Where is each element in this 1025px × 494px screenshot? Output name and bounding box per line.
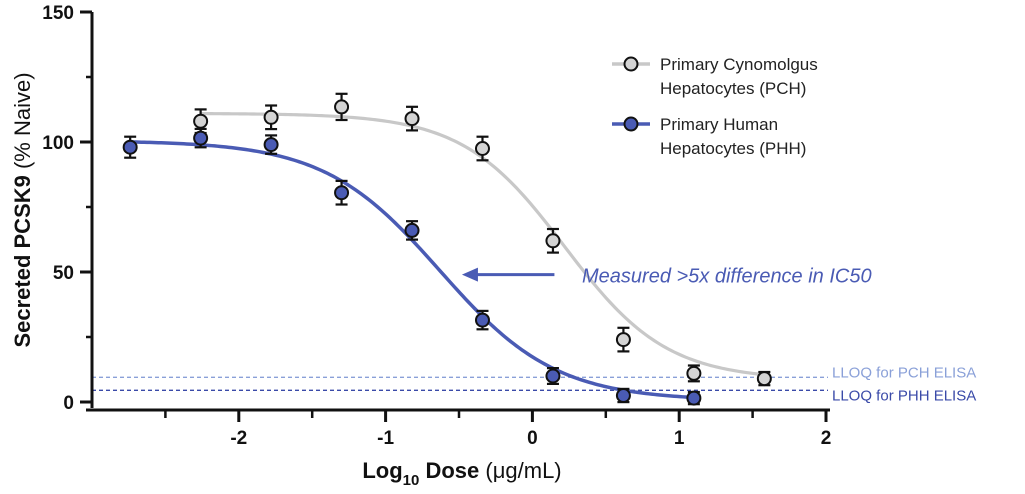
annotation-layer: Measured >5x difference in IC50 (461, 266, 872, 288)
legend-marker-2 (623, 116, 639, 132)
x-axis-label-sub: 10 (403, 472, 420, 489)
marker-s1-5 (474, 141, 490, 156)
legend-label-1-line-2: Hepatocytes (PCH) (660, 79, 806, 98)
x-tick-label-0: -2 (230, 428, 247, 449)
data-point-s1-7 (615, 326, 631, 353)
y-axis-label-main: Secreted PCSK9 (10, 175, 35, 347)
data-point-s2-6 (474, 309, 490, 331)
data-point-s1-9 (756, 370, 772, 387)
marker-s1-4 (404, 111, 420, 127)
marker-s2-8 (615, 388, 631, 403)
annotation-text: Measured >5x difference in IC50 (582, 266, 872, 288)
y-axis-label: Secreted PCSK9 (% Naive) (10, 72, 35, 347)
x-axis-label-unit: (μg/mL) (479, 458, 561, 483)
marker-s1-6 (545, 233, 561, 249)
data-point-s2-5 (404, 220, 420, 241)
marker-s1-8 (686, 365, 702, 381)
marker-s1-2 (263, 109, 279, 125)
y-tick-label-50: 50 (53, 263, 74, 284)
marker-s2-1 (122, 139, 138, 155)
x-axis-label-dose: Dose (419, 458, 479, 483)
y-tick-label-100: 100 (42, 133, 74, 154)
marker-s2-9 (686, 390, 702, 406)
marker-s1-9 (756, 371, 772, 387)
x-tick-label-4: 2 (821, 428, 832, 449)
data-point-s1-5 (474, 135, 490, 162)
data-point-s1-3 (334, 92, 350, 122)
legend-marker-1 (623, 56, 639, 72)
data-points-layer (122, 92, 772, 406)
data-point-s1-2 (263, 104, 279, 131)
lloq-label-1: LLOQ for PCH ELISA (832, 364, 976, 381)
data-point-s2-4 (334, 179, 350, 206)
legend-label-2-line-1: Primary Human (660, 115, 778, 134)
data-point-s2-7 (545, 367, 561, 385)
marker-s2-7 (545, 368, 561, 384)
reference-lines-layer: LLOQ for PCH ELISA LLOQ for PHH ELISA (92, 364, 976, 404)
y-tick-label-0: 0 (63, 393, 74, 414)
x-axis-label: Log10 Dose (μg/mL) (362, 458, 561, 489)
annotation-arrow-head (461, 267, 478, 282)
marker-s2-4 (334, 185, 350, 201)
lloq-label-2: LLOQ for PHH ELISA (832, 387, 976, 404)
data-point-s1-8 (686, 364, 702, 383)
data-point-s2-1 (122, 135, 138, 159)
data-point-s2-2 (193, 127, 209, 149)
y-tick-label-150: 150 (42, 3, 74, 24)
legend-label-2-line-2: Hepatocytes (PHH) (660, 139, 806, 158)
data-point-s2-9 (686, 390, 702, 406)
data-point-s1-4 (404, 105, 420, 132)
data-point-s2-3 (263, 134, 279, 155)
x-tick-label-2: 0 (527, 428, 538, 449)
marker-s1-7 (615, 332, 631, 348)
marker-s1-1 (193, 113, 209, 129)
marker-s2-6 (474, 312, 490, 328)
axes-layer: 0 50 100 150 -2 -1 0 1 2 (42, 3, 831, 449)
marker-s2-2 (193, 130, 209, 146)
y-axis-label-unit: (% Naive) (10, 72, 35, 175)
marker-s2-5 (404, 222, 420, 238)
data-point-s2-8 (615, 387, 631, 404)
marker-s1-3 (334, 99, 350, 115)
x-axis-label-log: Log (362, 458, 402, 483)
data-point-s1-6 (545, 227, 561, 254)
legend: Primary Cynomolgus Hepatocytes (PCH) Prima… (612, 55, 818, 158)
marker-s2-3 (263, 137, 279, 153)
x-tick-label-1: -1 (377, 428, 394, 449)
legend-label-1-line-1: Primary Cynomolgus (660, 55, 818, 74)
x-tick-label-3: 1 (674, 428, 685, 449)
